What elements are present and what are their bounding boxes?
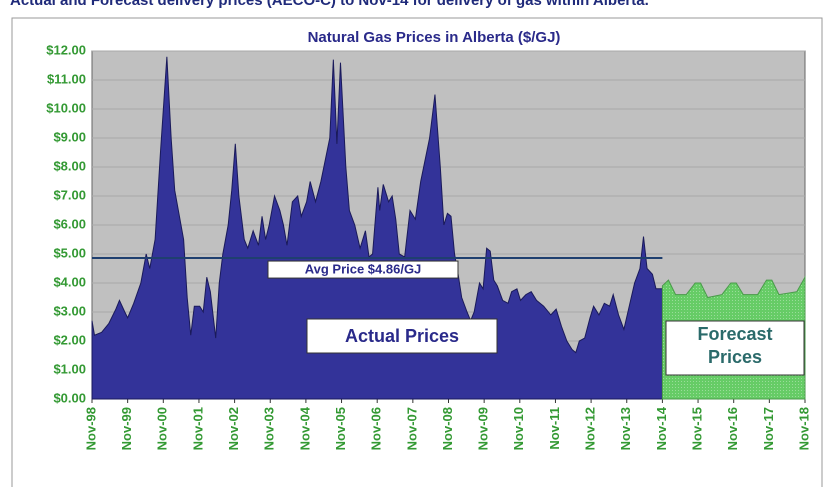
forecast-box xyxy=(665,320,805,376)
x-tick-label: Nov-09 xyxy=(476,407,491,450)
actual-label: Actual Prices xyxy=(345,326,459,346)
x-tick-label: Nov-04 xyxy=(297,406,312,450)
y-tick-label: $10.00 xyxy=(46,100,86,115)
x-tick-label: Nov-02 xyxy=(226,407,241,450)
y-tick-label: $4.00 xyxy=(53,274,86,289)
x-tick-label: Nov-05 xyxy=(333,407,348,450)
y-tick-label: $9.00 xyxy=(53,129,86,144)
x-tick-label: Nov-99 xyxy=(119,407,134,450)
x-tick-label: Nov-07 xyxy=(404,407,419,450)
x-tick-label: Nov-03 xyxy=(262,407,277,450)
x-tick-label: Nov-13 xyxy=(618,407,633,450)
y-tick-label: $0.00 xyxy=(53,390,86,405)
x-tick-label: Nov-16 xyxy=(725,407,740,450)
actual-box xyxy=(306,318,498,354)
x-tick-label: Nov-11 xyxy=(547,407,562,450)
average-label: Avg Price $4.86/GJ xyxy=(305,261,422,276)
average-label-box xyxy=(267,260,459,279)
y-tick-label: $11.00 xyxy=(47,71,86,86)
y-tick-label: $6.00 xyxy=(53,216,86,231)
x-tick-label: Nov-98 xyxy=(83,407,98,450)
y-tick-label: $8.00 xyxy=(53,158,86,173)
x-tick-label: Nov-12 xyxy=(583,407,598,450)
forecast-label: Forecast xyxy=(697,324,772,344)
y-tick-label: $2.00 xyxy=(53,332,86,347)
x-tick-label: Nov-17 xyxy=(761,407,776,450)
y-tick-label: $5.00 xyxy=(53,245,86,260)
y-tick-label: $3.00 xyxy=(53,303,86,318)
x-tick-label: Nov-14 xyxy=(654,406,669,450)
x-tick-label: Nov-08 xyxy=(440,407,455,450)
x-tick-label: Nov-10 xyxy=(511,407,526,450)
x-tick-label: Nov-15 xyxy=(689,407,704,450)
y-tick-label: $1.00 xyxy=(53,361,86,376)
forecast-label: Prices xyxy=(708,347,762,367)
x-tick-label: Nov-00 xyxy=(155,407,170,450)
x-tick-label: Nov-01 xyxy=(190,407,205,450)
area xyxy=(91,56,663,400)
x-tick-label: Nov-06 xyxy=(369,407,384,450)
header: Actual and Forecast delivery prices (AEC… xyxy=(10,0,649,9)
chart-title: Natural Gas Prices in Alberta ($/GJ) xyxy=(308,29,561,46)
x-tick-label: Nov-18 xyxy=(796,407,811,450)
y-tick-label: $7.00 xyxy=(53,187,86,202)
y-tick-label: $12.00 xyxy=(46,42,86,57)
